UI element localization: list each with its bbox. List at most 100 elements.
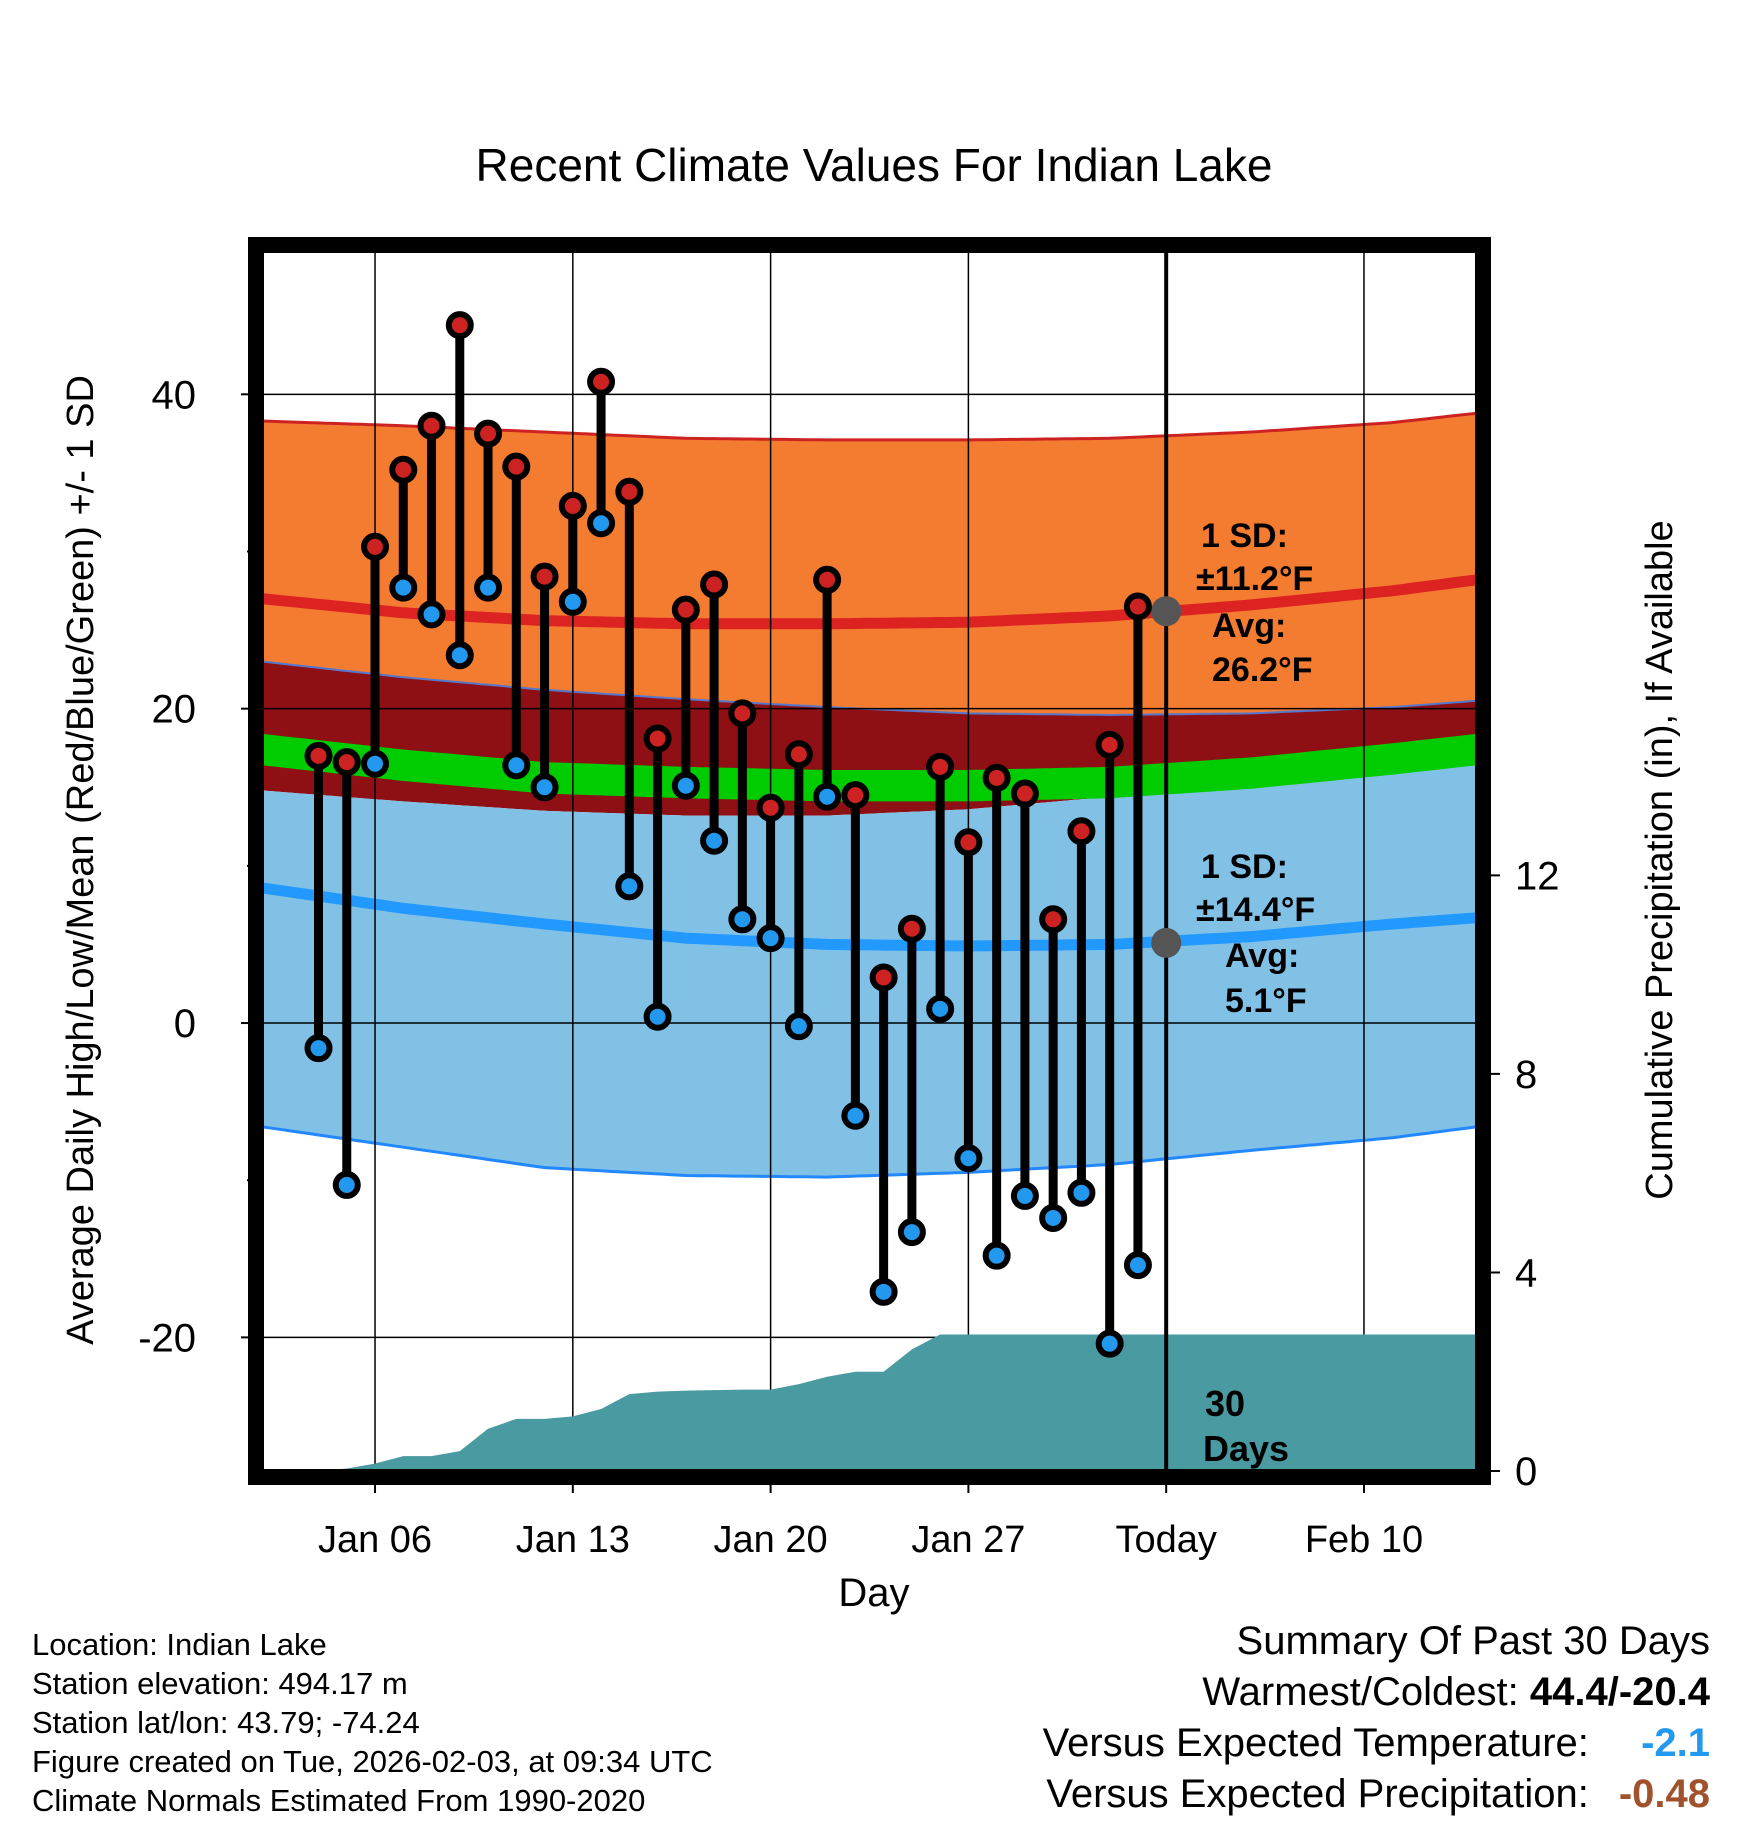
daily-high-point (1095, 730, 1124, 759)
high-sd-label: 1 SD: (1201, 517, 1288, 555)
daily-high-point (671, 595, 700, 624)
daily-low-point (841, 1101, 870, 1130)
daily-low-point (728, 905, 757, 934)
normals-annotations: 1 SD: ±11.2°F Avg: 26.2°F 1 SD: ±14.4°F Avg: 5.… (1196, 517, 1315, 1020)
daily-low-point (954, 1144, 983, 1173)
plot-area: 1 SD: ±11.2°F Avg: 26.2°F 1 SD: ±14.4°F Avg: 5.… (262, 245, 1477, 1471)
daily-low-point (813, 782, 842, 811)
daily-high-point (445, 311, 474, 340)
daily-high-point (728, 699, 757, 728)
y-right-tick-label: 12 (1515, 854, 1560, 898)
summary-title: Summary Of Past 30 Days (1236, 1619, 1710, 1663)
warm-cold-value: 44.4/-20.4 (1529, 1670, 1710, 1714)
daily-low-point (869, 1277, 898, 1306)
daily-high-point (982, 763, 1011, 792)
daily-low-point (417, 600, 446, 629)
daily-high-point (389, 455, 418, 484)
summary-warm-cold: Warmest/Coldest: 44.4/-20.4 (1043, 1667, 1710, 1718)
high-sd-value: ±11.2°F (1196, 560, 1313, 598)
x-tick-label: Jan 27 (911, 1519, 1025, 1561)
daily-low-point (474, 573, 503, 602)
daily-low-point (1067, 1178, 1096, 1207)
daily-low-point (671, 771, 700, 800)
daily-high-point (417, 411, 446, 440)
daily-high-point (1067, 817, 1096, 846)
daily-high-point (1010, 779, 1039, 808)
low-sd-value: ±14.4°F (1196, 891, 1315, 929)
normal-bands (262, 411, 1477, 1179)
warm-cold-label: Warmest/Coldest: (1202, 1670, 1519, 1714)
observations (304, 311, 1152, 1358)
daily-low-point (615, 872, 644, 901)
daily-high-point (1039, 905, 1068, 934)
period-unit: Days (1203, 1428, 1289, 1469)
daily-high-point (502, 452, 531, 481)
daily-low-point (304, 1034, 333, 1063)
y-tick-label: 40 (152, 373, 197, 417)
normal-mean-band (262, 733, 1477, 802)
daily-high-point (615, 477, 644, 506)
daily-low-point (389, 573, 418, 602)
daily-high-point (1123, 592, 1152, 621)
temp-label: Versus Expected Temperature: (1042, 1721, 1589, 1765)
daily-high-point (784, 740, 813, 769)
precip-layer (262, 1334, 1477, 1471)
precip-area (262, 1334, 1477, 1471)
period-number: 30 (1205, 1383, 1245, 1424)
axes: -20 0 20 40 0 4 8 12 Jan 06 Jan 13 Jan 20 Jan 27 Tod… (138, 373, 1559, 1561)
y-right-tick-label: 8 (1515, 1053, 1537, 1097)
daily-low-point (1095, 1329, 1124, 1358)
x-tick-label: Jan 06 (318, 1519, 432, 1561)
daily-low-point (643, 1002, 672, 1031)
y-right-tick-label: 0 (1515, 1450, 1537, 1494)
daily-low-point (1039, 1203, 1068, 1232)
climate-chart: Recent Climate Values For Indian Lake 1 … (60, 139, 1681, 1615)
daily-low-point (1123, 1251, 1152, 1280)
x-tick-label: Feb 10 (1305, 1519, 1423, 1561)
temp-value: -2.1 (1641, 1721, 1710, 1765)
daily-low-point (700, 826, 729, 855)
summary-precip: Versus Expected Precipitation: -0.48 (1043, 1769, 1710, 1820)
normal-high-avg-line (262, 574, 1477, 630)
daily-low-point (332, 1170, 361, 1199)
daily-low-point (445, 641, 474, 670)
daily-high-point (954, 828, 983, 857)
daily-high-point (558, 491, 587, 520)
daily-high-point (361, 532, 390, 561)
x-tick-label: Today (1115, 1519, 1216, 1561)
station-metadata: Location: Indian Lake Station elevation:… (32, 1625, 713, 1820)
x-tick-label: Jan 20 (714, 1519, 828, 1561)
x-tick-label: Jan 13 (516, 1519, 630, 1561)
daily-high-point (841, 781, 870, 810)
high-avg-label: Avg: (1212, 607, 1286, 645)
daily-high-point (813, 565, 842, 594)
latlon-text: Station lat/lon: 43.79; -74.24 (32, 1705, 420, 1740)
daily-high-point (700, 570, 729, 599)
low-sd-band (262, 762, 1477, 1178)
low-avg-label: Avg: (1225, 937, 1299, 975)
daily-low-point (587, 509, 616, 538)
summary-temp: Versus Expected Temperature: -2.1 (1043, 1718, 1710, 1769)
high-avg-marker (1151, 596, 1182, 627)
daily-high-point (643, 724, 672, 753)
normal-high-plus-sd-line (262, 411, 1477, 442)
daily-low-point (558, 587, 587, 616)
normals-text: Climate Normals Estimated From 1990-2020 (32, 1783, 646, 1818)
daily-high-point (926, 752, 955, 781)
daily-high-point (304, 741, 333, 770)
chart-title: Recent Climate Values For Indian Lake (476, 139, 1273, 191)
daily-high-point (869, 963, 898, 992)
daily-low-point (897, 1218, 926, 1247)
daily-high-point (474, 419, 503, 448)
location-text: Location: Indian Lake (32, 1627, 327, 1662)
normal-low-avg-line (262, 882, 1477, 952)
low-avg-value: 5.1°F (1225, 982, 1307, 1020)
precip-value: -0.48 (1618, 1772, 1710, 1816)
daily-low-point (784, 1012, 813, 1041)
normal-low-minus-sd-line (262, 1125, 1477, 1179)
daily-high-point (332, 748, 361, 777)
daily-low-point (982, 1241, 1011, 1270)
y-right-tick-label: 4 (1515, 1251, 1537, 1295)
daily-low-point (1010, 1181, 1039, 1210)
